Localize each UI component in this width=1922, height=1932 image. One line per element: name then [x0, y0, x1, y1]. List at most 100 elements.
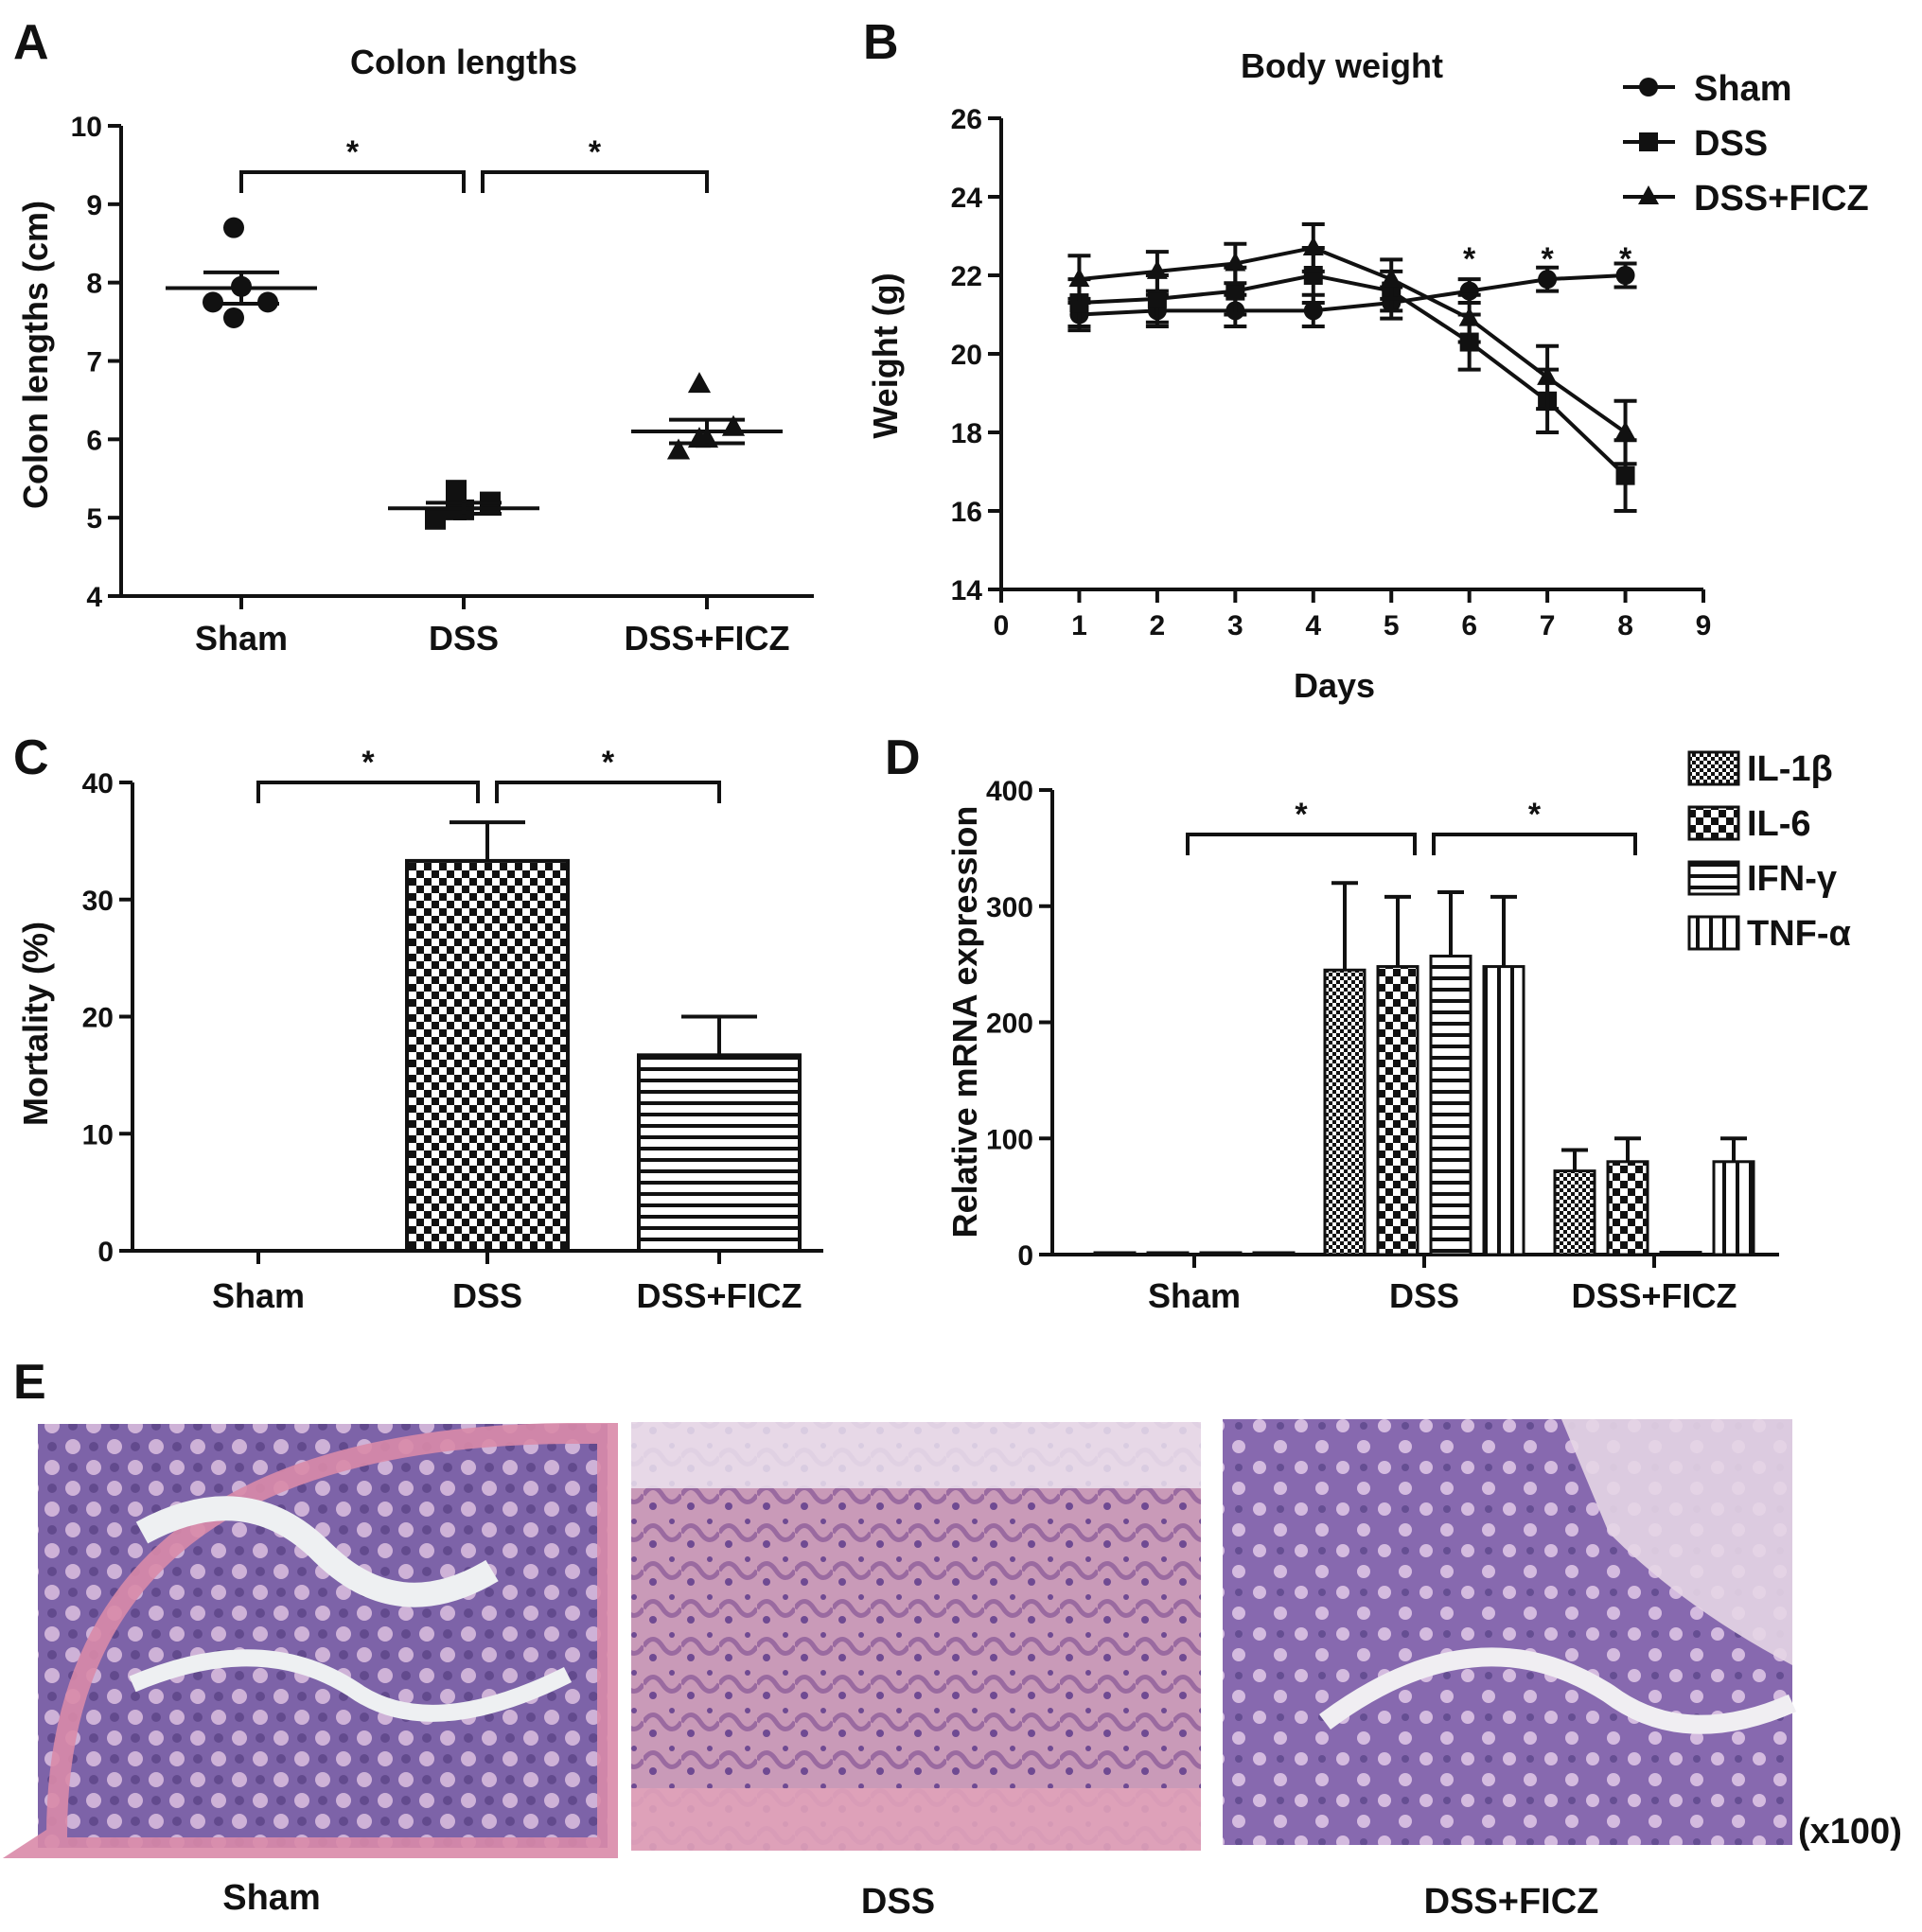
chart-b-line-0	[1079, 273, 1626, 317]
chart-b-xtick-label: 2	[1150, 610, 1166, 641]
chart-d-ytick-label: 400	[986, 776, 1033, 807]
chart-b-line-2	[1079, 245, 1627, 434]
chart-a-point	[446, 480, 467, 501]
chart-b-legend-marker	[1639, 132, 1658, 151]
chart-a-ytick-label: 9	[86, 190, 102, 221]
chart-b-xtick-label: 3	[1227, 610, 1243, 641]
chart-d-bar	[1482, 965, 1525, 1256]
panel-label-b: B	[863, 15, 899, 70]
chart-a-ytick-label: 8	[86, 269, 102, 300]
chart-c-category-label: DSS	[452, 1276, 522, 1315]
chart-d-bar	[1093, 1251, 1137, 1256]
chart-d-bar	[1323, 968, 1367, 1256]
chart-d-bar	[1659, 1251, 1702, 1256]
chart-d-bar	[1606, 1160, 1649, 1256]
chart-d-legend-label: IFN-γ	[1747, 859, 1837, 899]
chart-b-legend-label: DSS	[1694, 124, 1768, 164]
chart-d-errorbar	[1331, 881, 1358, 971]
chart-d-legend-swatch	[1687, 915, 1740, 951]
chart-c-ytick-label: 0	[97, 1237, 114, 1268]
histology-image-dss	[631, 1422, 1201, 1851]
chart-c-ytick-label: 40	[82, 768, 114, 799]
chart-a-ytick-label: 6	[86, 425, 102, 456]
chart-d-errorbar	[1720, 1136, 1747, 1162]
chart-a-point	[223, 307, 244, 328]
chart-a-sig-1-star: *	[346, 134, 360, 170]
chart-a-sig-1-bracket	[239, 170, 466, 193]
chart-b-title: Body weight	[1241, 46, 1443, 85]
chart-c-errorbar	[681, 1014, 757, 1056]
chart-d-ytick-label: 0	[1017, 1240, 1033, 1272]
chart-b-point	[1614, 421, 1636, 440]
chart-c-category-label: DSS+FICZ	[636, 1276, 802, 1315]
chart-b-ytick-label: 18	[951, 418, 982, 449]
chart-a-ytick-label: 10	[71, 112, 102, 143]
chart-b-xtick-label: 1	[1071, 610, 1087, 641]
chart-b-xtick-label: 4	[1305, 610, 1321, 641]
chart-b-ytick-label: 16	[951, 497, 982, 528]
chart-b-ytick-label: 26	[951, 104, 982, 135]
chart-c-mortality: Mortality (%) 0 10 20 30 40 Sham DSS DSS+FICZ *…	[16, 745, 823, 1315]
chart-c-ytick-label: 30	[82, 886, 114, 917]
chart-a-category-label: DSS	[429, 619, 499, 658]
chart-b-point	[1615, 465, 1635, 485]
chart-a-category-label: DSS+FICZ	[624, 619, 789, 658]
chart-d-category-label: DSS	[1389, 1276, 1459, 1315]
panel-label-a: A	[13, 15, 49, 70]
chart-b-point	[1615, 266, 1635, 285]
chart-b-line-1	[1079, 272, 1627, 478]
chart-d-sig-1-star: *	[1295, 797, 1308, 833]
chart-b-point	[1538, 270, 1558, 290]
chart-a-category-label: Sham	[195, 619, 288, 658]
chart-d-bar	[1553, 1169, 1596, 1256]
chart-b-point	[1146, 259, 1168, 279]
chart-b-point	[1068, 268, 1090, 288]
chart-c-bar	[637, 1053, 802, 1254]
chart-d-ytick-label: 100	[986, 1124, 1033, 1155]
chart-b-point	[1225, 281, 1245, 301]
chart-d-errorbar	[1437, 890, 1464, 957]
chart-b-star: *	[1463, 241, 1476, 277]
chart-a-ylabel: Colon lengths (cm)	[16, 201, 55, 509]
chart-a-ytick-label: 4	[86, 582, 102, 613]
histology-image-sham	[2, 1423, 618, 1858]
chart-a-title: Colon lengths	[350, 43, 577, 81]
chart-b-ytick-label: 14	[951, 575, 983, 606]
chart-d-legend-swatch	[1687, 805, 1740, 841]
chart-b-xtick-label: 5	[1384, 610, 1400, 641]
histology-magnification: (x100)	[1798, 1812, 1902, 1852]
chart-a-sig-2-bracket	[481, 170, 709, 193]
chart-d-errorbar	[1614, 1136, 1641, 1162]
chart-c-ytick-label: 10	[82, 1119, 114, 1150]
chart-d-sig-1-bracket	[1186, 833, 1417, 855]
chart-d-legend: IL-1β IL-6 IFN-γ TNF-α	[1687, 749, 1851, 954]
chart-b-ytick-label: 22	[951, 261, 982, 292]
chart-b-legend-label: DSS+FICZ	[1694, 179, 1869, 219]
chart-d-legend-swatch	[1687, 860, 1740, 896]
chart-d-bar	[1429, 955, 1472, 1256]
chart-b-star: *	[1619, 241, 1632, 277]
chart-a-colon-lengths: Colon lengths Colon lengths (cm) 4 5 6 7 8 9 1…	[16, 43, 814, 658]
chart-d-ytick-label: 200	[986, 1009, 1033, 1040]
chart-d-bar	[1376, 965, 1419, 1256]
chart-d-bar	[1712, 1160, 1755, 1256]
chart-d-category-label: DSS+FICZ	[1571, 1276, 1737, 1315]
chart-d-sig-2-bracket	[1432, 833, 1637, 855]
chart-a-point	[223, 217, 244, 238]
chart-b-ytick-label: 24	[951, 183, 983, 214]
chart-b-point	[1537, 365, 1559, 385]
chart-b-xtick-label: 0	[994, 610, 1010, 641]
chart-b-xtick-label: 7	[1540, 610, 1556, 641]
chart-a-ytick-label: 5	[86, 503, 102, 535]
chart-b-star: *	[1541, 241, 1554, 277]
chart-b-ytick-label: 20	[951, 340, 982, 371]
chart-c-sig-1-star: *	[361, 745, 375, 781]
chart-b-xlabel: Days	[1294, 666, 1375, 705]
chart-d-bar	[1199, 1251, 1243, 1256]
chart-c-sig-2-star: *	[602, 745, 615, 781]
chart-c-category-label: Sham	[212, 1276, 305, 1315]
chart-b-xtick-label: 9	[1696, 610, 1712, 641]
chart-a-sig-2-star: *	[589, 134, 602, 170]
histology-caption-sham: Sham	[222, 1878, 320, 1918]
chart-b-point	[1303, 301, 1323, 321]
